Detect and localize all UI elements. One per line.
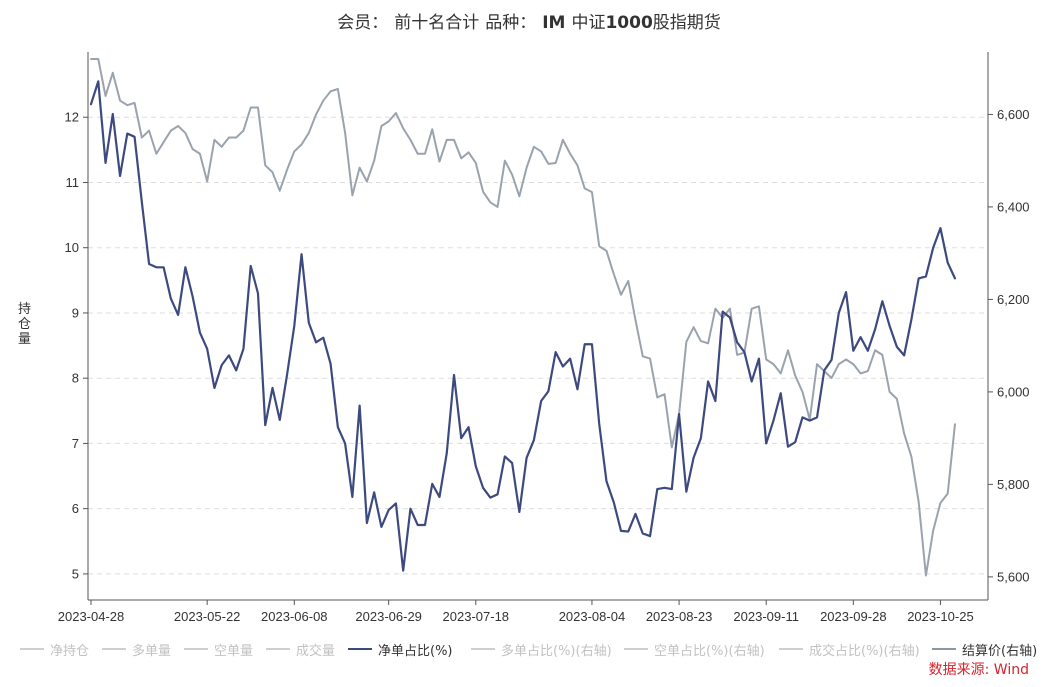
series-layer [89,57,957,577]
legend: 净持仓 多单量 空单量 成交量 净单占比(%) 多单占比(%)(右轴) 空单占比(%)(右轴… [0,639,1058,659]
title-member-label: 会员： [337,13,388,33]
title-variety-label: 品种： [485,13,536,33]
legend-label: 空单量 [214,643,254,659]
y-left-tick-label: 7 [72,436,79,451]
legend-swatch [932,648,956,650]
chart: 会员： 前十名合计 品种： IM 中证1000股指期货 5 6 7 8 9 10 11 12 5,600… [58,13,1030,624]
legend-item[interactable]: 结算价(右轴) [932,639,1037,659]
legend-swatch [266,648,290,650]
legend-label: 空单占比(%)(右轴) [654,643,765,659]
legend-label: 成交量 [296,643,336,659]
net-ratio-line [89,80,957,572]
legend-label: 净持仓 [50,643,90,659]
x-tick-label: 2023-05-22 [174,609,241,624]
title-member-value: 前十名合计 [394,13,479,33]
y-left-tick-label: 6 [72,501,79,516]
chart-title: 会员： 前十名合计 品种： IM 中证1000股指期货 [337,13,721,33]
legend-label: 成交占比(%)(右轴) [809,643,920,659]
y-left-tick-label: 10 [65,240,79,255]
legend-item[interactable]: 多单占比(%)(右轴) [471,639,612,659]
legend-item[interactable]: 空单量 [184,639,253,659]
x-tick-label: 2023-07-18 [443,609,510,624]
x-tick-label: 2023-08-23 [646,609,713,624]
x-tick-label: 2023-10-25 [907,609,974,624]
title-variety-num: 1000 [605,13,652,33]
legend-label: 多单占比(%)(右轴) [501,643,612,659]
x-tick-label: 2023-06-08 [261,609,328,624]
x-tick-label: 2023-09-28 [820,609,887,624]
x-tick-label: 2023-04-28 [58,609,125,624]
legend-swatch [20,648,44,650]
legend-item[interactable]: 成交占比(%)(右轴) [779,639,920,659]
legend-swatch [348,648,372,650]
x-tick-label: 2023-08-04 [559,609,626,624]
y-left-tick-label: 9 [72,305,79,320]
title-variety-code: IM [542,13,565,33]
legend-item[interactable]: 多单量 [102,639,171,659]
legend-label: 结算价(右轴) [962,643,1038,659]
legend-item[interactable]: 成交量 [266,639,335,659]
legend-swatch [102,648,126,650]
legend-item[interactable]: 空单占比(%)(右轴) [624,639,765,659]
settlement-price-line [90,57,956,577]
legend-swatch [624,648,648,650]
y-right-tick-label: 6,200 [997,292,1030,307]
title-variety-name-post: 股指期货 [653,13,721,33]
y-right-tick-label: 6,000 [997,384,1030,399]
legend-swatch [471,648,495,650]
title-variety-name-pre: 中证 [571,13,605,33]
legend-swatch [184,648,208,650]
data-source: 数据来源: Wind [928,662,1029,678]
legend-swatch [779,648,803,650]
y-left-tick-label: 8 [72,371,79,386]
y-left-tick-label: 5 [72,566,79,581]
legend-item[interactable]: 净单占比(%) [348,639,453,659]
y-right-tick-label: 6,600 [997,107,1030,122]
x-tick-label: 2023-06-29 [355,609,422,624]
legend-item[interactable]: 净持仓 [20,639,89,659]
axes: 5 6 7 8 9 10 11 12 5,600 5,800 6,000 6,200 6,400 6,60… [58,52,1030,624]
y-left-tick-label: 11 [66,175,80,190]
y-left-tick-label: 12 [65,110,79,125]
legend-label: 多单量 [132,643,172,659]
y-right-tick-label: 5,800 [997,477,1030,492]
y-axis-label: 持仓量 [18,302,32,347]
x-tick-label: 2023-09-11 [733,609,799,624]
legend-label: 净单占比(%) [378,643,453,659]
y-right-tick-label: 6,400 [997,199,1030,214]
y-right-tick-label: 5,600 [997,569,1030,584]
